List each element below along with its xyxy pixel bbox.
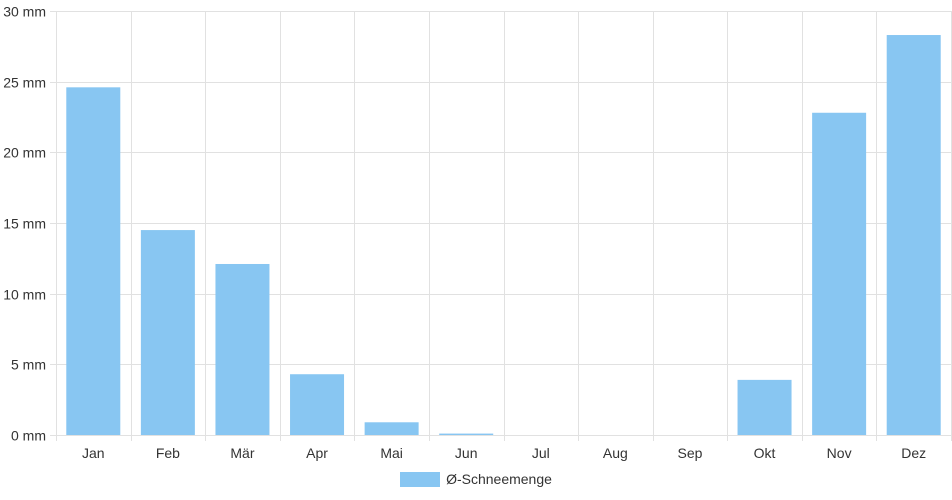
y-tick-label: 10 mm (3, 287, 46, 303)
x-tick-label: Apr (306, 445, 328, 461)
x-tick-label: Nov (827, 445, 852, 461)
x-tick-label: Jul (532, 445, 550, 461)
y-tick-label: 20 mm (3, 145, 46, 161)
legend-label: Ø-Schneemenge (446, 471, 552, 487)
x-tick-label: Mär (230, 445, 254, 461)
legend[interactable]: Ø-Schneemenge (0, 471, 952, 487)
x-tick-label: Jun (455, 445, 478, 461)
bar[interactable] (140, 230, 195, 435)
x-tick-label: Mai (380, 445, 403, 461)
y-tick-label: 0 mm (11, 428, 46, 444)
x-tick-label: Okt (754, 445, 776, 461)
x-tick-label: Aug (603, 445, 628, 461)
y-tick-label: 25 mm (3, 75, 46, 91)
legend-swatch (400, 471, 441, 487)
bar[interactable] (812, 112, 867, 435)
bar[interactable] (439, 433, 494, 435)
x-tick-label: Feb (156, 445, 180, 461)
bar[interactable] (737, 379, 792, 435)
bar[interactable] (66, 87, 121, 435)
chart-grid (50, 11, 952, 441)
y-tick-label: 30 mm (3, 4, 46, 20)
x-tick-label: Sep (677, 445, 702, 461)
bar[interactable] (215, 263, 270, 435)
bar[interactable] (290, 374, 345, 435)
y-tick-label: 5 mm (11, 357, 46, 373)
x-tick-label: Dez (901, 445, 926, 461)
bar[interactable] (886, 35, 941, 435)
x-axis: Jan Feb Mär Apr Mai Jun Jul Aug Sep Okt Nov Dez (82, 445, 926, 461)
bar[interactable] (364, 422, 419, 435)
x-tick-label: Jan (82, 445, 105, 461)
y-axis: 0 mm 5 mm 10 mm 15 mm 20 mm 25 mm 30 mm (3, 4, 46, 444)
bar-series (66, 35, 941, 435)
y-tick-label: 15 mm (3, 216, 46, 232)
